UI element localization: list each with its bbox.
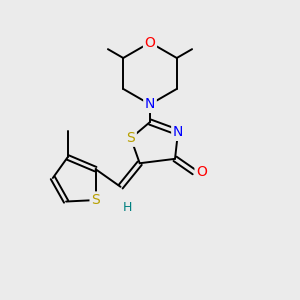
Text: N: N	[173, 125, 183, 139]
Text: N: N	[145, 98, 155, 111]
Text: O: O	[145, 35, 155, 50]
Text: S: S	[91, 193, 100, 207]
Text: S: S	[127, 131, 135, 145]
Text: H: H	[123, 201, 133, 214]
Text: O: O	[196, 165, 207, 179]
